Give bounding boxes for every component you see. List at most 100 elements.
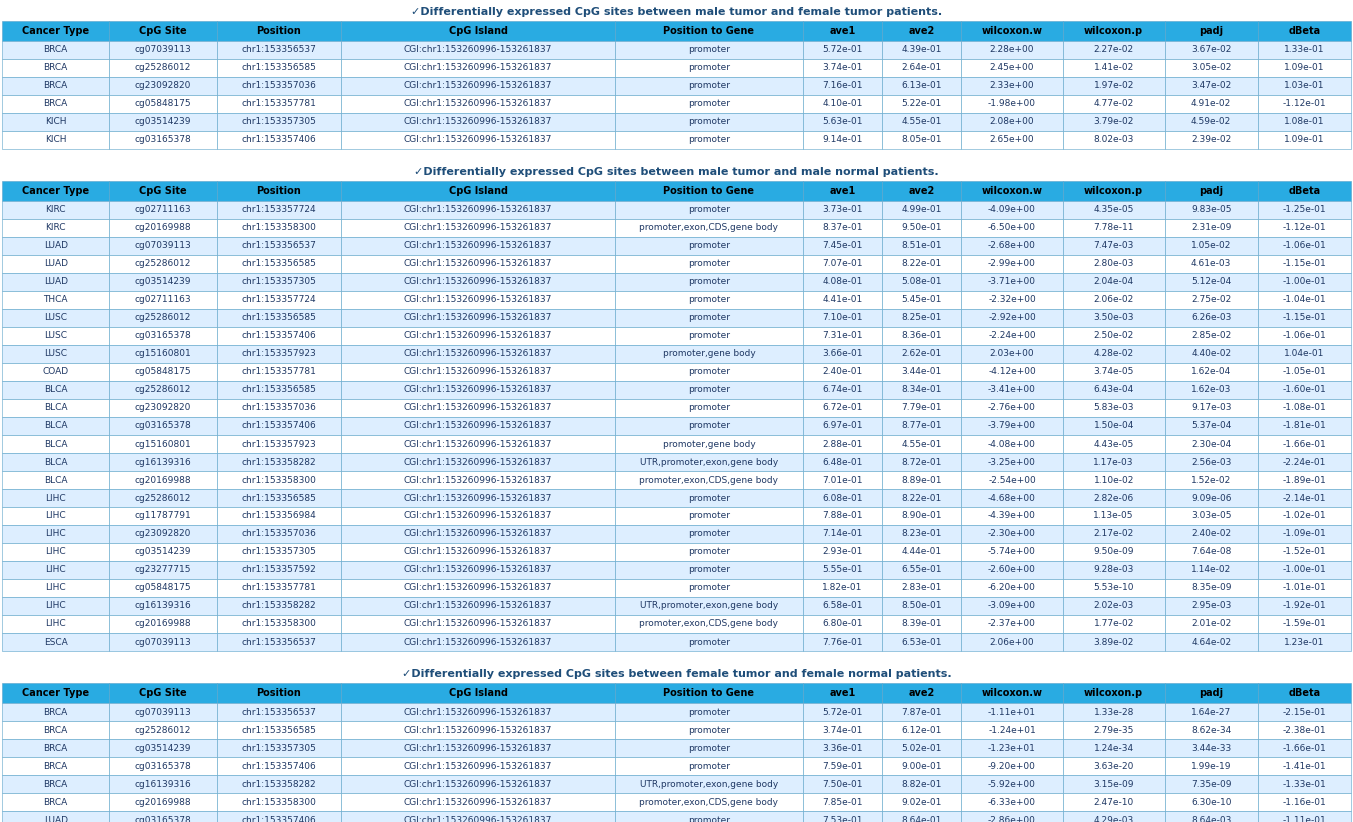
Bar: [616, 525, 802, 543]
Text: 2.31e-09: 2.31e-09: [1191, 224, 1231, 233]
Text: 1.97e-02: 1.97e-02: [1093, 81, 1134, 90]
Bar: [961, 561, 1063, 579]
Text: -9.20e+00: -9.20e+00: [988, 761, 1036, 770]
Text: LIHC: LIHC: [46, 493, 66, 502]
Text: 7.50e-01: 7.50e-01: [823, 779, 863, 788]
Bar: [961, 273, 1063, 291]
Text: 3.73e-01: 3.73e-01: [823, 206, 863, 215]
Text: THCA: THCA: [43, 295, 68, 304]
Bar: [341, 793, 616, 811]
Text: promoter: promoter: [687, 278, 731, 287]
Bar: [1063, 811, 1165, 822]
Text: cg07039113: cg07039113: [135, 242, 191, 251]
Text: 3.63e-20: 3.63e-20: [1093, 761, 1134, 770]
Text: 4.29e-03: 4.29e-03: [1093, 815, 1134, 822]
Text: 6.58e-01: 6.58e-01: [823, 602, 863, 611]
Text: chr1:153357305: chr1:153357305: [241, 744, 317, 752]
Text: 1.09e-01: 1.09e-01: [1284, 136, 1325, 145]
Text: -1.33e-01: -1.33e-01: [1283, 779, 1326, 788]
Text: 4.41e-01: 4.41e-01: [823, 295, 863, 304]
Text: 9.00e-01: 9.00e-01: [901, 761, 942, 770]
Bar: [341, 489, 616, 507]
Bar: [961, 811, 1063, 822]
Bar: [1258, 399, 1352, 417]
Text: 5.83e-03: 5.83e-03: [1093, 404, 1134, 413]
Bar: [1258, 597, 1352, 615]
Bar: [882, 399, 961, 417]
Text: promoter: promoter: [687, 386, 731, 395]
Bar: [961, 453, 1063, 471]
Text: 8.64e-01: 8.64e-01: [901, 815, 942, 822]
Bar: [1, 683, 110, 703]
Bar: [616, 597, 802, 615]
Bar: [882, 453, 961, 471]
Text: chr1:153357406: chr1:153357406: [241, 761, 317, 770]
Bar: [1063, 757, 1165, 775]
Text: CGI:chr1:153260996-153261837: CGI:chr1:153260996-153261837: [403, 81, 552, 90]
Bar: [802, 489, 882, 507]
Text: chr1:153357923: chr1:153357923: [241, 349, 317, 358]
Bar: [341, 739, 616, 757]
Text: 2.82e-06: 2.82e-06: [1093, 493, 1134, 502]
Text: 3.74e-05: 3.74e-05: [1093, 367, 1134, 376]
Bar: [341, 561, 616, 579]
Bar: [882, 703, 961, 721]
Bar: [1165, 683, 1258, 703]
Text: chr1:153356585: chr1:153356585: [241, 313, 317, 322]
Bar: [1258, 417, 1352, 435]
Text: cg20169988: cg20169988: [135, 475, 191, 484]
Text: chr1:153357036: chr1:153357036: [241, 529, 317, 538]
Bar: [1063, 703, 1165, 721]
Text: chr1:153356984: chr1:153356984: [241, 511, 317, 520]
Bar: [802, 597, 882, 615]
Text: 8.02e-03: 8.02e-03: [1093, 136, 1134, 145]
Text: cg20169988: cg20169988: [135, 797, 191, 806]
Text: CGI:chr1:153260996-153261837: CGI:chr1:153260996-153261837: [403, 708, 552, 717]
Text: 9.83e-05: 9.83e-05: [1191, 206, 1231, 215]
Bar: [341, 543, 616, 561]
Bar: [341, 345, 616, 363]
Text: cg15160801: cg15160801: [135, 349, 191, 358]
Text: CGI:chr1:153260996-153261837: CGI:chr1:153260996-153261837: [403, 547, 552, 556]
Bar: [1063, 739, 1165, 757]
Bar: [1165, 363, 1258, 381]
Bar: [216, 633, 341, 651]
Bar: [1258, 181, 1352, 201]
Bar: [1165, 489, 1258, 507]
Text: cg07039113: cg07039113: [135, 708, 191, 717]
Text: CGI:chr1:153260996-153261837: CGI:chr1:153260996-153261837: [403, 726, 552, 735]
Bar: [882, 273, 961, 291]
Text: promoter: promoter: [687, 566, 731, 575]
Text: -1.09e-01: -1.09e-01: [1283, 529, 1326, 538]
Text: CGI:chr1:153260996-153261837: CGI:chr1:153260996-153261837: [403, 45, 552, 54]
Bar: [802, 561, 882, 579]
Text: promoter: promoter: [687, 529, 731, 538]
Bar: [1258, 471, 1352, 489]
Bar: [961, 615, 1063, 633]
Text: -1.06e-01: -1.06e-01: [1283, 331, 1326, 340]
Bar: [110, 77, 216, 95]
Bar: [341, 381, 616, 399]
Text: promoter: promoter: [687, 422, 731, 431]
Bar: [110, 793, 216, 811]
Text: 4.55e-01: 4.55e-01: [901, 440, 942, 449]
Text: 4.40e-02: 4.40e-02: [1191, 349, 1231, 358]
Text: chr1:153357724: chr1:153357724: [242, 295, 317, 304]
Bar: [802, 95, 882, 113]
Bar: [1, 597, 110, 615]
Text: 2.33e+00: 2.33e+00: [989, 81, 1034, 90]
Bar: [216, 417, 341, 435]
Bar: [1063, 683, 1165, 703]
Text: 5.55e-01: 5.55e-01: [823, 566, 863, 575]
Bar: [1165, 471, 1258, 489]
Bar: [802, 775, 882, 793]
Text: 3.50e-03: 3.50e-03: [1093, 313, 1134, 322]
Text: Position to Gene: Position to Gene: [663, 26, 755, 36]
Text: BRCA: BRCA: [43, 761, 68, 770]
Text: 8.82e-01: 8.82e-01: [901, 779, 942, 788]
Bar: [1258, 41, 1352, 59]
Bar: [1258, 793, 1352, 811]
Bar: [1258, 489, 1352, 507]
Bar: [1165, 131, 1258, 149]
Bar: [961, 399, 1063, 417]
